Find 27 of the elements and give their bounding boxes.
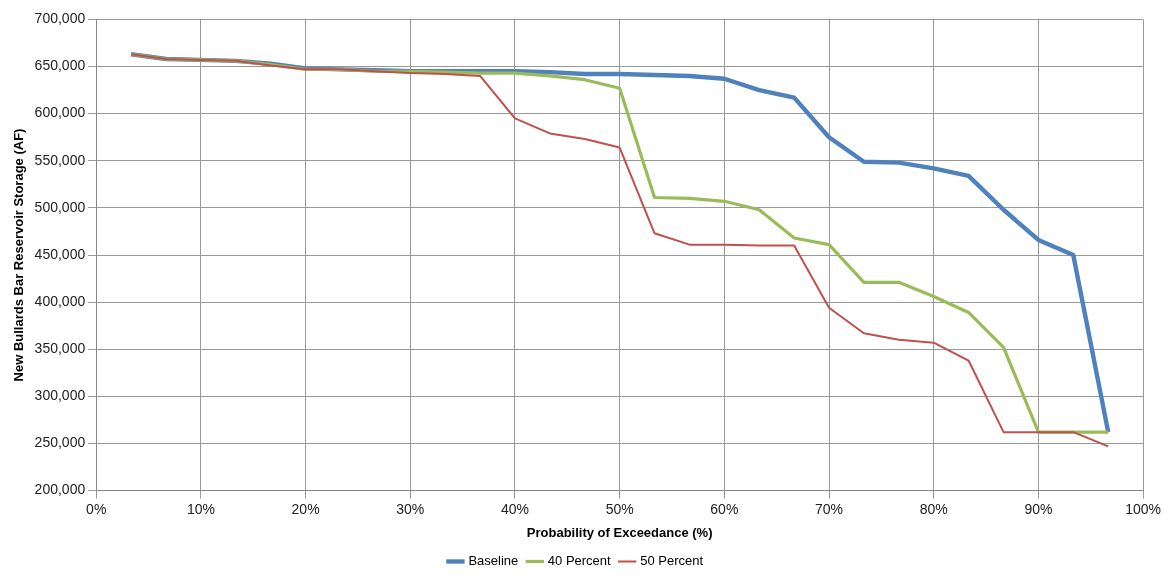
y-tick-label: 200,000 — [34, 481, 86, 498]
y-tick-label: 300,000 — [34, 387, 86, 404]
legend-label: 40 Percent — [547, 553, 612, 569]
x-tick-label: 0% — [86, 500, 107, 517]
y-tick-label: 500,000 — [34, 198, 86, 215]
x-tick-label: 20% — [291, 500, 320, 517]
y-tick-label: 550,000 — [34, 151, 86, 168]
y-tick-label: 400,000 — [34, 292, 86, 309]
y-tick-label: 700,000 — [34, 10, 86, 27]
legend-label: 50 Percent — [640, 553, 704, 569]
y-tick-label: 600,000 — [34, 104, 86, 121]
x-tick-label: 100% — [1125, 500, 1161, 517]
x-tick-label: 60% — [710, 500, 739, 517]
x-tick-label: 90% — [1024, 500, 1053, 517]
y-tick-label: 450,000 — [34, 245, 86, 262]
y-tick-label: 650,000 — [34, 57, 86, 74]
x-tick-label: 50% — [605, 500, 634, 517]
legend-label: Baseline — [468, 553, 519, 569]
x-tick-label: 30% — [396, 500, 425, 517]
y-tick-label: 350,000 — [34, 340, 86, 357]
x-tick-label: 40% — [500, 500, 529, 517]
x-tick-label: 70% — [815, 500, 844, 517]
x-tick-label: 10% — [186, 500, 215, 517]
y-tick-label: 250,000 — [34, 434, 86, 451]
x-axis-title: Probability of Exceedance (%) — [526, 524, 713, 540]
y-axis-title: New Bullards Bar Reservoir Storage (AF) — [11, 128, 27, 382]
x-tick-label: 80% — [919, 500, 948, 517]
